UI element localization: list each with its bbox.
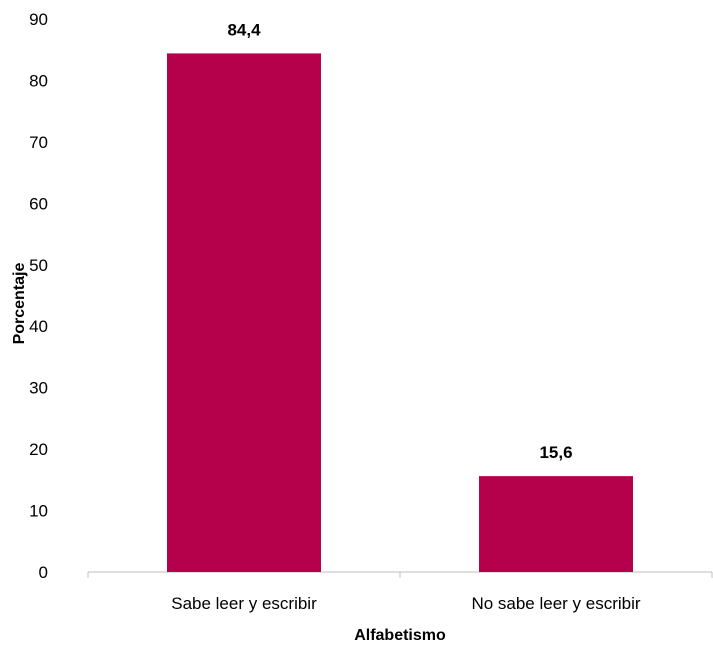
y-axis-title: Porcentaje — [11, 262, 28, 344]
y-tick-label: 50 — [29, 256, 48, 275]
y-tick-label: 20 — [29, 440, 48, 459]
y-tick-label: 90 — [29, 10, 48, 29]
category-label: Sabe leer y escribir — [171, 594, 317, 613]
data-labels: 84,4 15,6 — [227, 20, 572, 462]
bar — [167, 53, 321, 573]
y-tick-label: 70 — [29, 133, 48, 152]
data-label: 84,4 — [227, 20, 261, 39]
x-axis-tick-marks — [87, 572, 713, 578]
y-tick-label: 40 — [29, 317, 48, 336]
y-tick-label: 10 — [29, 502, 48, 521]
bar — [479, 476, 633, 572]
y-tick-label: 80 — [29, 71, 48, 90]
y-axis-ticks: 0 10 20 30 40 50 60 70 80 90 — [29, 10, 48, 582]
data-label: 15,6 — [539, 443, 572, 462]
y-tick-label: 0 — [39, 563, 48, 582]
category-labels: Sabe leer y escribir No sabe leer y escri… — [171, 594, 641, 613]
y-tick-label: 30 — [29, 379, 48, 398]
bars — [167, 53, 633, 573]
category-label: No sabe leer y escribir — [471, 594, 640, 613]
y-tick-label: 60 — [29, 194, 48, 213]
x-axis-title: Alfabetismo — [354, 627, 446, 644]
